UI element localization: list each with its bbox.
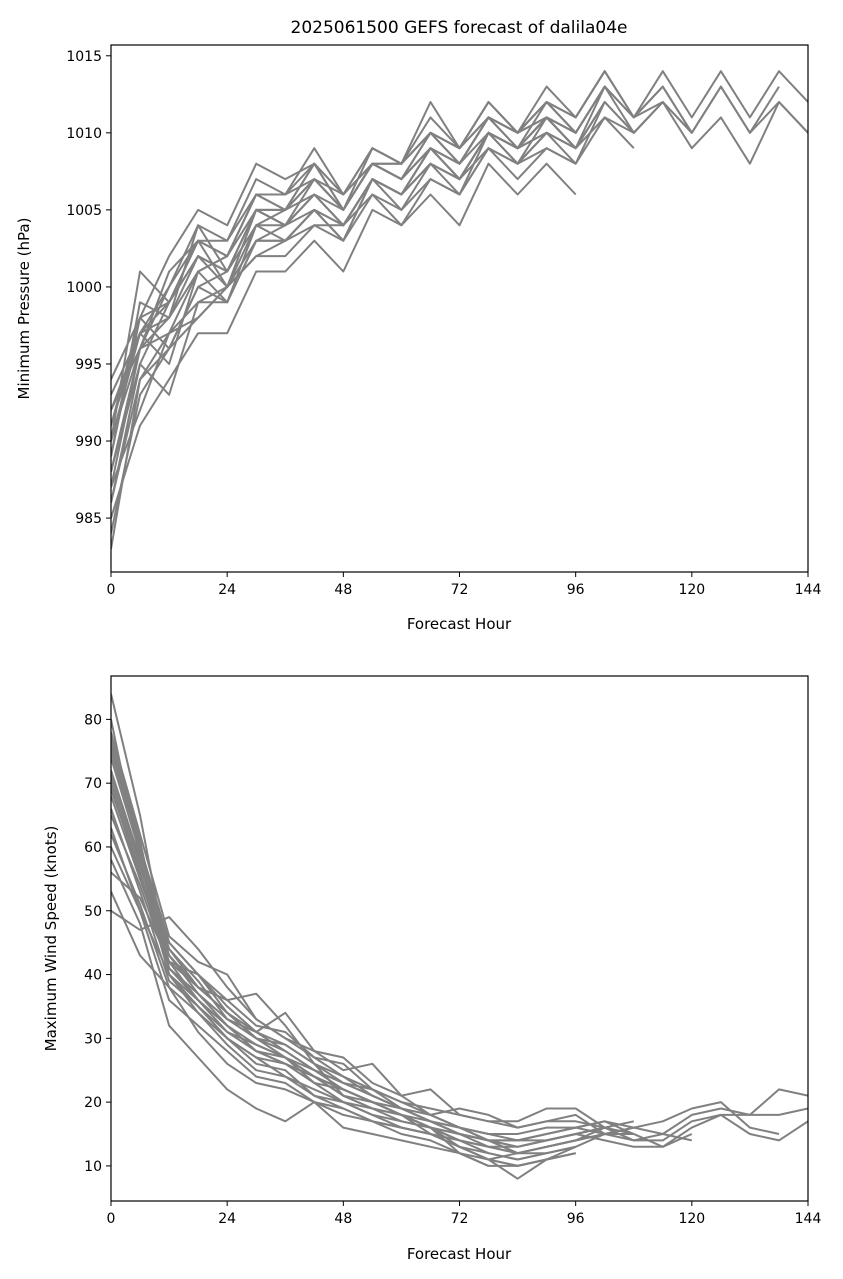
pressure-panel: 0 24 48 72 96 120 144 985 990 995 1000 1005 1010 1015…	[15, 44, 822, 633]
wind-y-tick-label: 70	[84, 776, 102, 792]
pressure-y-tick-label: 1005	[66, 203, 102, 219]
wind-x-tick-label: 96	[567, 1211, 585, 1227]
wind-series-line-19	[111, 859, 576, 1167]
pressure-x-tick-label: 72	[451, 582, 469, 598]
wind-series-line-13	[111, 757, 606, 1135]
wind-x-tick-label: 72	[451, 1211, 469, 1227]
wind-x-tick-label: 24	[218, 1211, 236, 1227]
wind-series-line-18	[111, 789, 489, 1167]
wind-y-tick-label: 20	[84, 1095, 102, 1111]
wind-x-tick-label: 120	[678, 1211, 705, 1227]
wind-y-tick-label: 30	[84, 1031, 102, 1047]
pressure-y-tick-label: 985	[75, 511, 102, 527]
wind-y-tick-label: 50	[84, 904, 102, 920]
wind-series-line-22	[111, 827, 576, 1161]
wind-axes: 0 24 48 72 96 120 144 10 20 30 40 50 60 70 80	[84, 675, 822, 1227]
wind-series-line-17	[111, 833, 605, 1142]
wind-y-tick-label: 10	[84, 1159, 102, 1175]
pressure-x-tick-label: 120	[678, 582, 705, 598]
wind-series-line-21	[111, 738, 576, 1167]
wind-x-tick-label: 48	[334, 1211, 352, 1227]
pressure-series-line-18	[111, 147, 577, 503]
wind-series-line-10	[111, 719, 606, 1155]
wind-y-axis-label: Maximum Wind Speed (knots)	[42, 826, 60, 1052]
wind-series-line-12	[111, 731, 606, 1129]
pressure-x-tick-label: 144	[795, 582, 822, 598]
pressure-y-tick-label: 1015	[66, 49, 102, 65]
pressure-series-lines	[111, 70, 808, 550]
pressure-series-line-19	[111, 101, 577, 411]
wind-panel: 0 24 48 72 96 120 144 10 20 30 40 50 60 70 80 Forecast…	[42, 675, 822, 1263]
wind-y-tick-label: 80	[84, 712, 102, 728]
chart-title: 2025061500 GEFS forecast of dalila04e	[291, 18, 628, 38]
pressure-x-tick-label: 0	[107, 582, 116, 598]
wind-x-axis-label: Forecast Hour	[407, 1245, 512, 1263]
pressure-x-axis-label: Forecast Hour	[407, 615, 512, 633]
pressure-axes: 0 24 48 72 96 120 144 985 990 995 1000 1005 1010 1015	[66, 44, 822, 598]
wind-x-tick-label: 144	[795, 1211, 822, 1227]
pressure-series-line-10	[111, 162, 577, 519]
pressure-y-tick-label: 990	[75, 434, 102, 450]
wind-y-tick-label: 40	[84, 968, 102, 984]
pressure-x-tick-label: 96	[567, 582, 585, 598]
pressure-x-tick-label: 24	[218, 582, 236, 598]
pressure-x-tick-label: 48	[334, 582, 352, 598]
pressure-y-axis-label: Minimum Pressure (hPa)	[15, 218, 33, 400]
wind-series-lines	[111, 693, 808, 1180]
pressure-series-line-4	[111, 70, 780, 426]
wind-y-tick-label: 60	[84, 840, 102, 856]
wind-x-tick-label: 0	[107, 1211, 116, 1227]
pressure-y-tick-label: 1000	[66, 280, 102, 296]
pressure-y-tick-label: 1010	[66, 126, 102, 142]
pressure-series-line-20	[111, 70, 606, 442]
pressure-y-tick-label: 995	[75, 357, 102, 373]
